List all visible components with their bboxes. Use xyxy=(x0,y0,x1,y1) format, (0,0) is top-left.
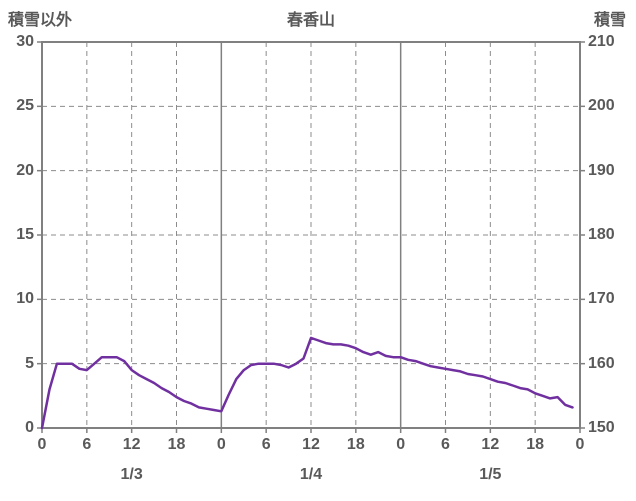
x-axis-tick-label: 18 xyxy=(526,436,545,453)
left-axis-tick-label: 25 xyxy=(16,97,34,115)
x-axis-tick-label: 18 xyxy=(346,436,365,453)
x-axis-tick-label: 6 xyxy=(261,436,271,453)
left-axis-tick-label: 10 xyxy=(16,290,34,308)
x-axis-tick-label: 6 xyxy=(82,436,92,453)
right-axis-title: 積雪 xyxy=(593,12,626,29)
left-axis-title: 積雪以外 xyxy=(8,12,73,29)
right-axis-tick-label: 190 xyxy=(588,161,615,179)
x-axis-tick-label: 0 xyxy=(216,436,226,453)
left-axis-tick-label: 15 xyxy=(16,226,34,243)
right-axis-tick-label: 150 xyxy=(588,419,615,436)
x-axis-tick-label: 12 xyxy=(481,436,500,453)
right-axis-tick-label: 170 xyxy=(588,290,615,308)
x-axis-tick-label: 0 xyxy=(37,436,47,453)
left-axis-tick-label: 30 xyxy=(16,33,34,50)
left-axis-tick-label: 20 xyxy=(16,161,34,179)
right-axis-tick-label: 200 xyxy=(588,97,615,115)
right-axis-tick-label: 160 xyxy=(588,354,615,372)
left-axis-tick-label: 5 xyxy=(25,354,34,372)
x-axis-tick-label: 0 xyxy=(575,436,585,453)
x-axis-tick-label: 18 xyxy=(167,436,186,453)
right-axis-tick-label: 180 xyxy=(588,226,615,243)
series-line xyxy=(40,336,574,430)
left-axis-tick-label: 0 xyxy=(25,419,34,436)
x-axis-day-label: 1/5 xyxy=(479,466,502,483)
x-axis-tick-label: 0 xyxy=(396,436,406,453)
x-axis-tick-label: 12 xyxy=(122,436,141,453)
x-axis-tick-label: 12 xyxy=(302,436,320,453)
x-axis-day-label: 1/3 xyxy=(120,466,143,483)
x-axis-tick-label: 6 xyxy=(441,436,450,453)
x-axis-day-label: 1/4 xyxy=(299,466,323,483)
right-axis-tick-label: 210 xyxy=(588,33,615,50)
chart-title: 春香山 xyxy=(286,12,335,29)
